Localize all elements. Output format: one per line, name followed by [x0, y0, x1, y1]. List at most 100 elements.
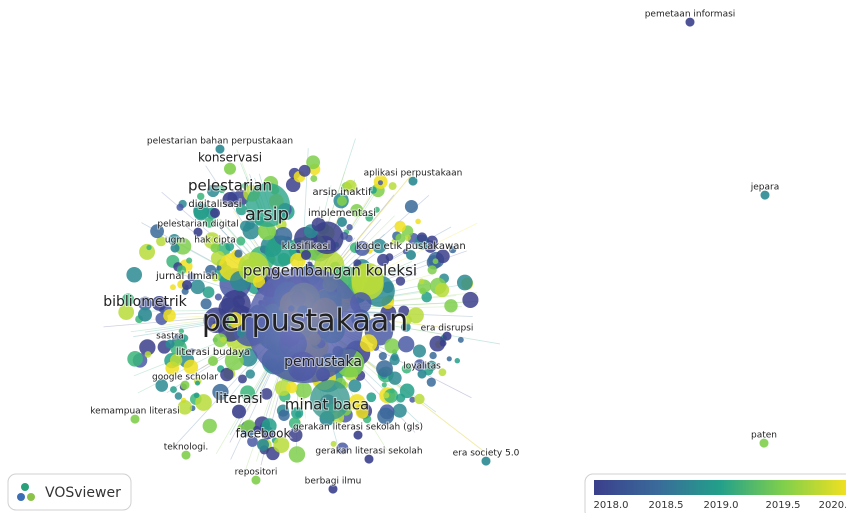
node-bubble: [412, 344, 427, 358]
node-bubble: [348, 379, 362, 393]
node-bubble: [306, 261, 313, 268]
node-bubble: [236, 328, 245, 337]
node-bubble: [429, 351, 437, 360]
logo[interactable]: VOSviewer: [7, 473, 132, 511]
node-bubble: [165, 339, 175, 349]
node-bubble: [195, 394, 212, 411]
node-bubble: [253, 425, 260, 433]
node-bubble: [174, 392, 183, 400]
node-bubble: [298, 164, 311, 177]
node-bubble: [163, 309, 176, 322]
node-bubble: [130, 414, 140, 424]
node-bubble: [242, 419, 256, 433]
node-label: facebook: [236, 427, 291, 441]
node-bubble: [295, 411, 302, 418]
node-bubble: [232, 295, 245, 308]
logo-icon: [21, 483, 29, 491]
node-bubble: [350, 204, 364, 217]
node-bubble: [301, 250, 311, 260]
node-bubble: [396, 393, 406, 403]
node-label: google scholar: [152, 373, 218, 383]
node-bubble: [351, 267, 384, 300]
logo-text: VOSviewer: [45, 485, 121, 501]
node-label: gerakan literasi sekolah: [315, 447, 422, 457]
node-bubble: [383, 392, 390, 399]
logo-icon: [27, 493, 35, 501]
node-label: pengembangan koleksi: [243, 262, 417, 280]
node-label: digitalisasi: [188, 199, 241, 210]
node-bubble: [193, 392, 200, 399]
node-bubble: [310, 175, 318, 183]
node-bubble: [288, 446, 306, 463]
node-bubble: [400, 322, 411, 333]
node-bubble: [380, 304, 397, 321]
bubbles: [118, 17, 770, 494]
node-bubble: [126, 266, 143, 283]
node-bubble: [348, 394, 366, 411]
node-bubble: [434, 282, 450, 298]
node-bubble: [202, 286, 215, 299]
node-bubble: [200, 298, 212, 310]
node-bubble: [187, 272, 197, 282]
node-bubble: [330, 440, 337, 447]
node-bubble: [169, 353, 183, 367]
node-bubble: [177, 400, 193, 415]
node-bubble: [193, 205, 209, 221]
logo-icon: [17, 493, 25, 501]
node-bubble: [202, 418, 217, 434]
node-bubble: [376, 360, 393, 378]
node-label: pelestarian: [188, 177, 272, 195]
node-label: minat baca: [285, 396, 369, 414]
node-label: konservasi: [198, 151, 262, 165]
node-label: ugm: [165, 236, 185, 246]
node-bubble: [337, 196, 347, 206]
node-bubble: [426, 235, 438, 247]
node-bubble: [373, 206, 380, 213]
node-bubble: [239, 348, 258, 367]
node-bubble: [328, 484, 338, 494]
node-bubble: [384, 338, 400, 354]
node-bubble: [234, 249, 243, 258]
node-bubble: [208, 356, 218, 366]
node-bubble: [274, 380, 291, 396]
node-bubble: [224, 162, 236, 175]
node-label: gerakan literasi sekolah (gls): [293, 423, 423, 433]
node-bubble: [432, 258, 439, 265]
node-bubble: [180, 334, 189, 343]
node-bubble: [446, 356, 452, 362]
node-bubble: [197, 192, 205, 201]
node-bubble: [150, 224, 164, 239]
node-bubble: [448, 245, 457, 254]
node-bubble: [138, 296, 152, 311]
node-bubble: [186, 257, 193, 264]
node-label: era disrupsi: [421, 324, 474, 334]
node-bubble: [398, 336, 415, 353]
node-bubble: [240, 385, 256, 401]
node-bubble: [235, 204, 248, 216]
node-bubble: [170, 243, 180, 253]
color-bar-tick: 2018.5: [649, 500, 684, 511]
node-label: berbagi ilmu: [305, 477, 362, 487]
node-bubble: [260, 388, 273, 400]
node-bubble: [427, 265, 437, 275]
node-bubble: [225, 242, 235, 251]
node-label: loyalitas: [403, 362, 441, 372]
node-label: jurnal ilmiah: [155, 271, 218, 282]
node-bubble: [426, 377, 436, 387]
node-bubble: [238, 252, 269, 283]
node-label: kemampuan literasi: [90, 407, 179, 417]
node-bubble: [251, 475, 261, 485]
node-bubble: [364, 454, 374, 464]
node-label: era society 5.0: [453, 449, 520, 459]
node-bubble: [278, 409, 290, 421]
node-bubble: [232, 404, 246, 419]
node-bubble: [170, 386, 177, 393]
node-bubble: [419, 287, 427, 295]
node-label: repositori: [235, 468, 278, 478]
node-bubble: [257, 438, 269, 451]
color-bar-tick: 2020.: [819, 500, 846, 511]
node-bubble: [415, 218, 421, 225]
node-label: bibliometrik: [103, 294, 187, 310]
node-label: klasifikasi: [282, 241, 331, 252]
